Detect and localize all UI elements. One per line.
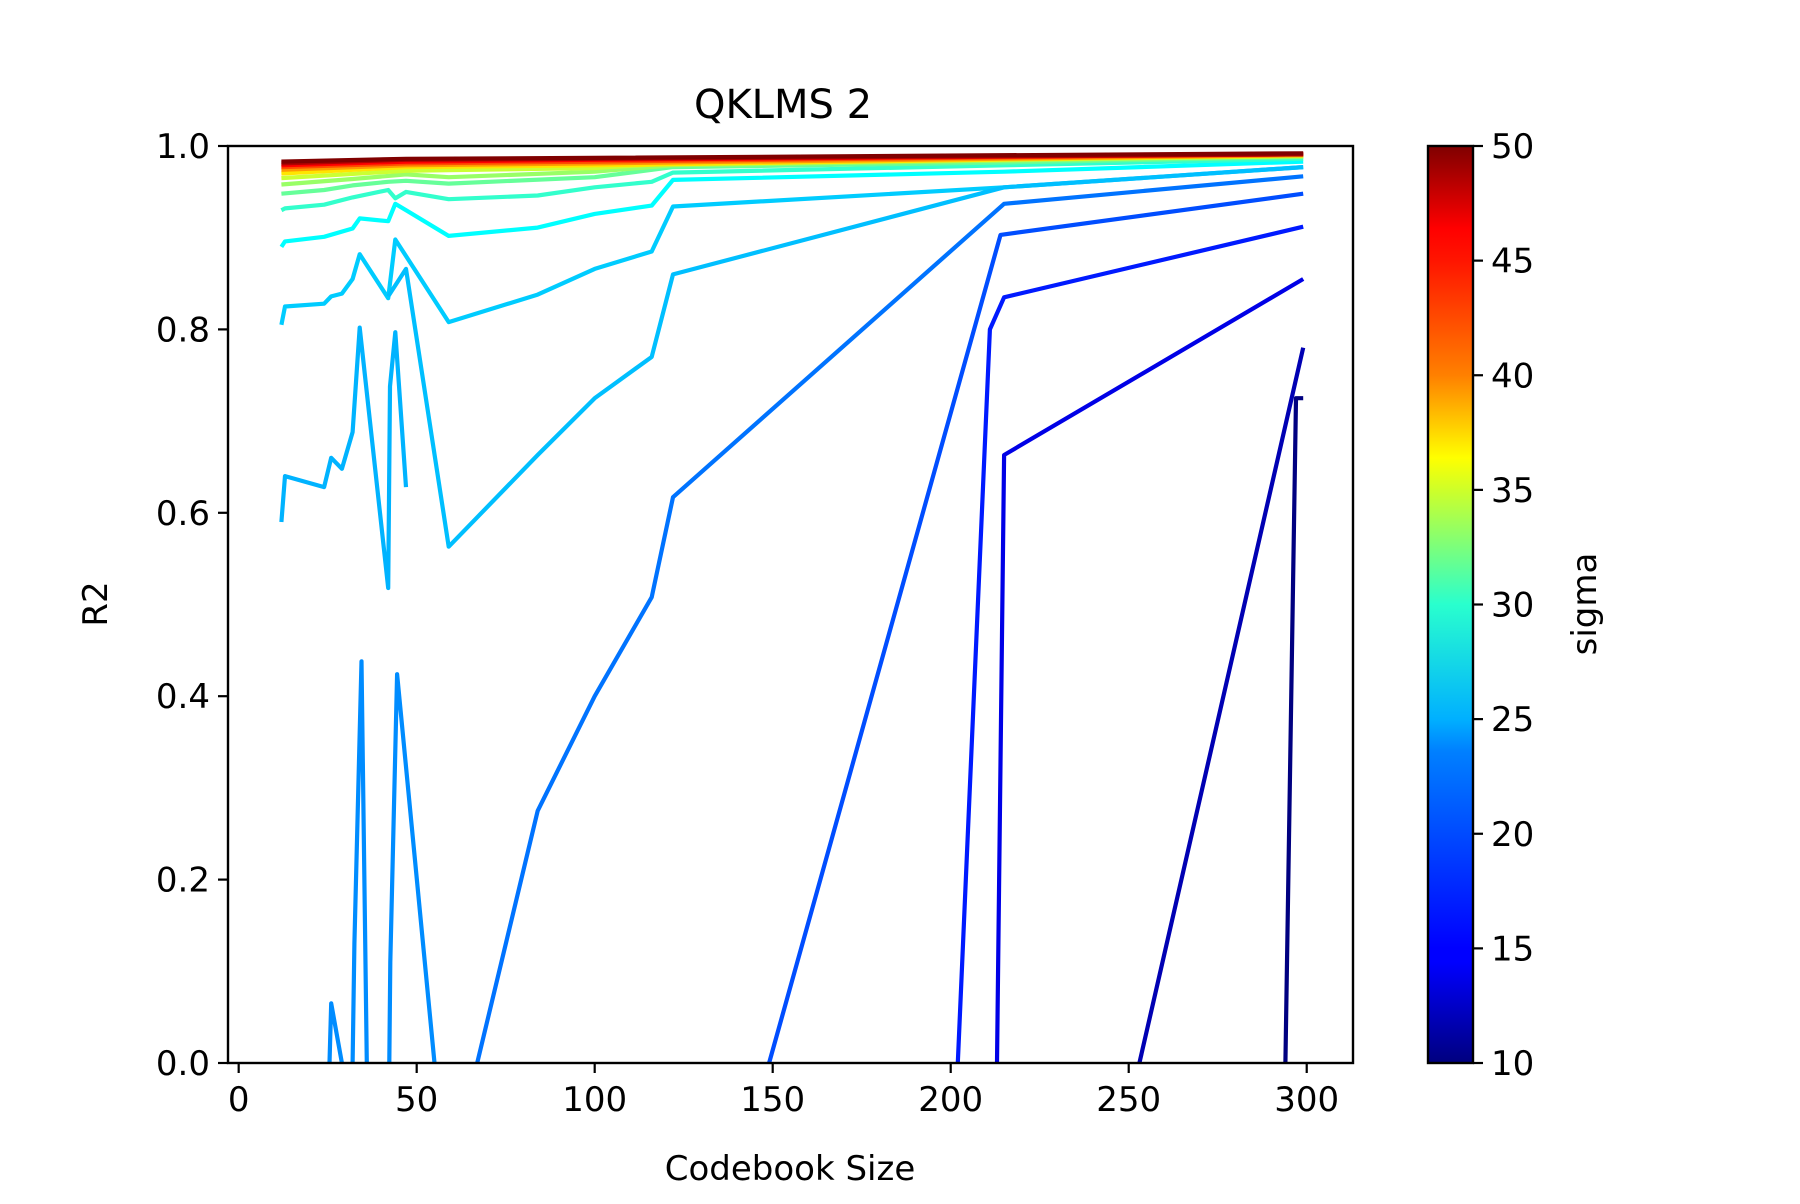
series-line-4	[766, 191, 1304, 1063]
series-line-9	[386, 165, 1304, 549]
series-line-1	[1137, 347, 1306, 1063]
x-tick-label: 200	[918, 1080, 983, 1120]
series-line-20	[281, 151, 1304, 164]
plot-frame	[226, 144, 1355, 1065]
chart-title: QKLMS 2	[694, 82, 872, 128]
colorbar-tick-label: 50	[1491, 127, 1534, 167]
x-tick-label: 100	[562, 1080, 627, 1120]
y-axis-label: R2	[76, 581, 116, 626]
series-line-11	[280, 156, 1304, 213]
series-line-2	[994, 277, 1305, 1063]
colorbar-tick-label: 10	[1491, 1044, 1534, 1084]
series-line-0	[1283, 396, 1304, 1063]
x-tick-label: 250	[1096, 1080, 1161, 1120]
y-axis-ticks: 0.0 0.2 0.4 0.6 0.8 1.0	[156, 127, 228, 1084]
y-tick-label: 0.8	[156, 310, 210, 350]
series-line-3	[955, 224, 1304, 1063]
x-tick-label: 50	[395, 1080, 438, 1120]
series-line-5	[475, 174, 1304, 1063]
x-tick-label: 0	[228, 1080, 250, 1120]
series-line-6	[327, 659, 437, 1063]
y-tick-label: 0.2	[156, 861, 210, 901]
series-line-10	[279, 159, 1304, 249]
colorbar-tick-label: 25	[1491, 700, 1534, 740]
series-line-8	[279, 165, 1304, 326]
y-tick-label: 1.0	[156, 127, 210, 167]
series-layer	[279, 151, 1306, 1063]
colorbar-tick-label: 20	[1491, 815, 1534, 855]
colorbar-ticks: 10 15 20 25 30 35 40 45 50	[1473, 127, 1534, 1084]
colorbar-label: sigma	[1565, 553, 1605, 656]
y-tick-label: 0.6	[156, 494, 210, 534]
colorbar-tick-label: 15	[1491, 929, 1534, 969]
x-tick-label: 300	[1274, 1080, 1339, 1120]
y-tick-label: 0.4	[156, 677, 210, 717]
y-tick-label: 0.0	[156, 1044, 210, 1084]
colorbar	[1426, 144, 1475, 1065]
x-axis-ticks: 0 50 100 150 200 250 300	[228, 1063, 1339, 1120]
colorbar-tick-label: 40	[1491, 356, 1534, 396]
series-line-7	[279, 325, 409, 591]
colorbar-tick-label: 30	[1491, 586, 1534, 626]
x-tick-label: 150	[740, 1080, 805, 1120]
x-axis-label: Codebook Size	[665, 1149, 916, 1189]
colorbar-tick-label: 35	[1491, 471, 1534, 511]
colorbar-tick-label: 45	[1491, 242, 1534, 282]
